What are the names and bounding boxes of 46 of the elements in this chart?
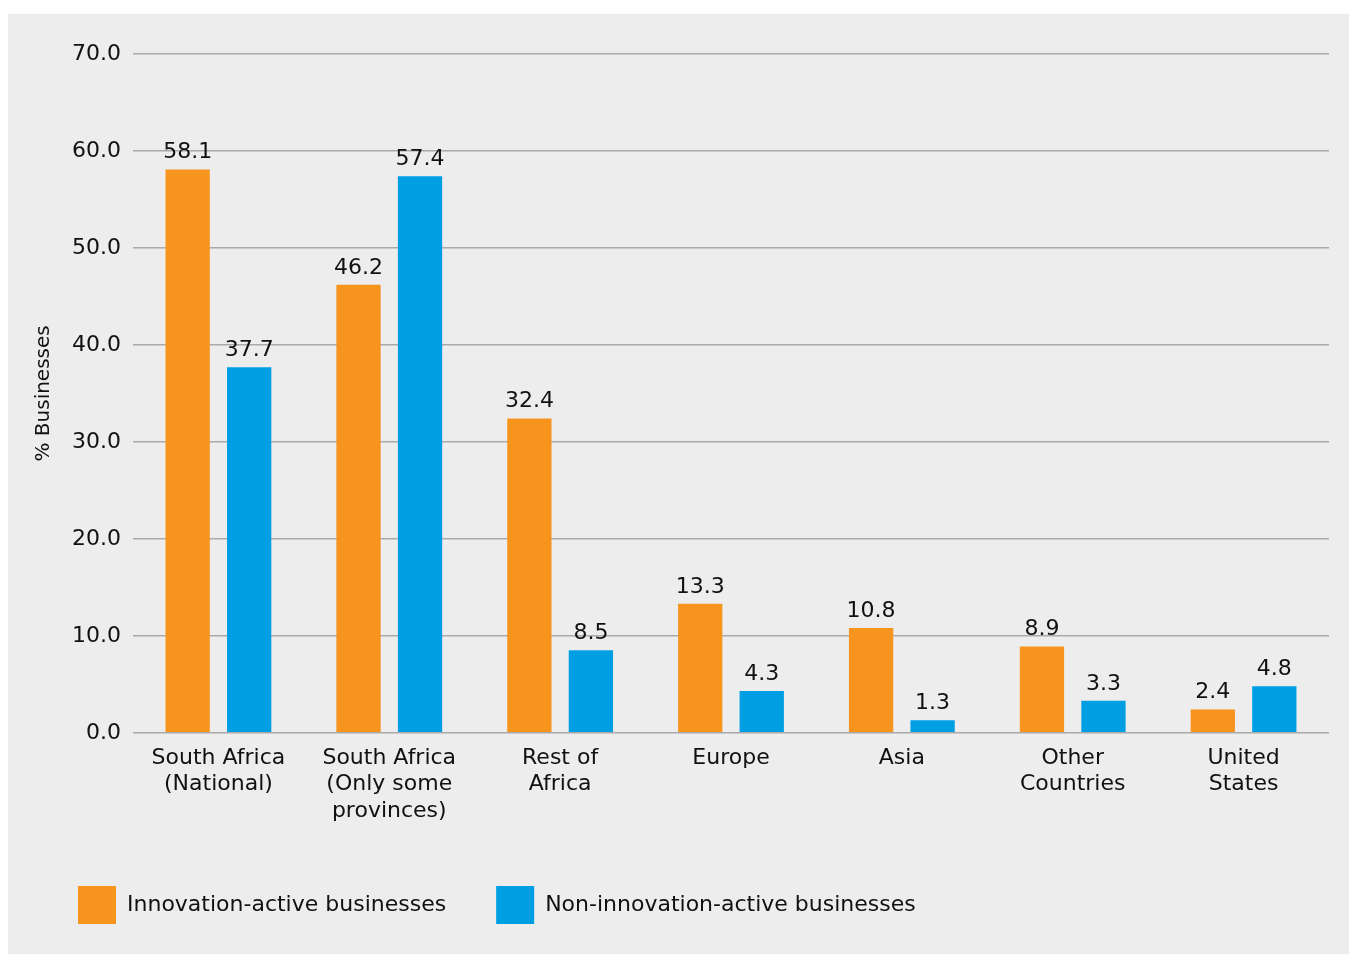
y-tick-label: 50.0 — [72, 233, 121, 259]
data-label: 2.4 — [1195, 678, 1231, 704]
data-label: 4.8 — [1256, 654, 1292, 680]
x-tick-label: South Africa (National) — [151, 743, 286, 796]
x-tick-label: Other Countries — [1019, 743, 1126, 796]
x-tick-label: Rest of Africa — [522, 743, 600, 796]
bar — [507, 418, 552, 733]
y-axis-title: % Businesses — [30, 325, 55, 462]
data-label: 4.3 — [744, 659, 780, 685]
bar — [1190, 709, 1235, 733]
data-label: 37.7 — [224, 335, 274, 361]
y-tick-label: 70.0 — [72, 39, 121, 65]
y-tick-label: 40.0 — [72, 330, 121, 356]
y-tick-label: 30.0 — [72, 427, 121, 453]
x-tick-label: Asia — [878, 743, 925, 769]
y-tick-label: 0.0 — [85, 718, 121, 744]
x-tick-label: United States — [1207, 743, 1280, 796]
x-tick-label: Europe — [692, 743, 770, 769]
legend-label: Innovation-active businesses — [127, 890, 447, 916]
bar — [678, 603, 723, 733]
x-tick-label: South Africa (Only some provinces) — [322, 743, 457, 822]
bar — [165, 169, 210, 733]
y-tick-label: 10.0 — [72, 621, 121, 647]
bar — [739, 691, 784, 733]
bar — [1019, 646, 1065, 733]
data-label: 57.4 — [395, 144, 445, 170]
data-label: 58.1 — [163, 138, 213, 164]
y-tick-label: 60.0 — [72, 136, 121, 162]
bar — [227, 367, 272, 733]
data-label: 46.2 — [334, 253, 384, 279]
data-label: 1.3 — [915, 688, 951, 714]
bar — [910, 720, 955, 733]
bar — [1252, 686, 1297, 733]
data-label: 8.5 — [573, 619, 609, 645]
data-label: 32.4 — [504, 387, 554, 413]
legend-label: Non-innovation-active businesses — [545, 890, 916, 916]
data-label: 10.8 — [846, 596, 896, 622]
data-label: 8.9 — [1024, 615, 1060, 641]
bar — [397, 176, 443, 733]
bar — [336, 284, 381, 733]
bar — [1081, 700, 1126, 733]
bar — [568, 650, 614, 733]
data-label: 3.3 — [1085, 669, 1121, 695]
y-tick-label: 20.0 — [72, 524, 121, 550]
data-label: 13.3 — [675, 572, 725, 598]
bar — [848, 628, 894, 733]
